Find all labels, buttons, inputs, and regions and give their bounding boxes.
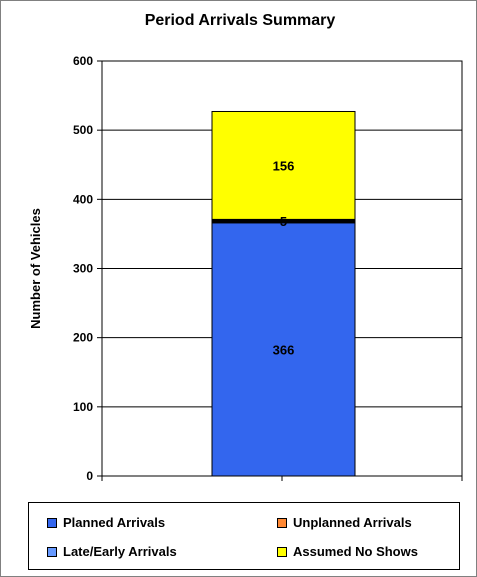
legend-item-late-early-arrivals: Late/Early Arrivals: [47, 544, 177, 559]
y-axis-label: Number of Vehicles: [28, 208, 43, 329]
bar-segment-planned-arrivals: [211, 222, 356, 477]
data-labels: 366 5 156: [273, 158, 295, 357]
y-tick-label-100: 100: [73, 400, 93, 414]
legend-label-planned-arrivals: Planned Arrivals: [63, 515, 166, 530]
legend-item-planned-arrivals: Planned Arrivals: [47, 515, 165, 530]
y-tick-label-600: 600: [73, 54, 93, 68]
legend-label-assumed-no-shows: Assumed No Shows: [293, 544, 418, 559]
y-ticks: 0 100 200 300 400 500 600: [73, 54, 463, 483]
legend: Planned Arrivals Unplanned Arrivals Late…: [28, 502, 460, 570]
y-tick-label-0: 0: [86, 469, 93, 483]
chart-title: Period Arrivals Summary: [145, 12, 336, 29]
bars: [211, 110, 356, 477]
data-label-separator: 5: [280, 214, 287, 229]
legend-label-unplanned-arrivals: Unplanned Arrivals: [293, 515, 412, 530]
y-tick-label-500: 500: [73, 123, 93, 137]
y-tick-label-400: 400: [73, 192, 93, 206]
legend-item-assumed-no-shows: Assumed No Shows: [277, 544, 418, 559]
bar-segment-assumed-no-shows: [211, 110, 356, 220]
y-tick-label-200: 200: [73, 331, 93, 345]
legend-swatch-planned-arrivals: [47, 517, 57, 528]
chart-area: Period Arrivals Summary Number of Vehicl…: [28, 12, 463, 483]
legend-swatch-assumed-no-shows: [277, 546, 287, 557]
legend-item-unplanned-arrivals: Unplanned Arrivals: [277, 515, 412, 530]
legend-label-late-early-arrivals: Late/Early Arrivals: [63, 544, 177, 559]
y-tick-label-300: 300: [73, 262, 93, 276]
data-label-assumed-no-shows: 156: [273, 158, 295, 173]
data-label-planned-arrivals: 366: [273, 342, 295, 357]
legend-swatch-unplanned-arrivals: [277, 517, 287, 528]
legend-swatch-late-early-arrivals: [47, 546, 57, 557]
